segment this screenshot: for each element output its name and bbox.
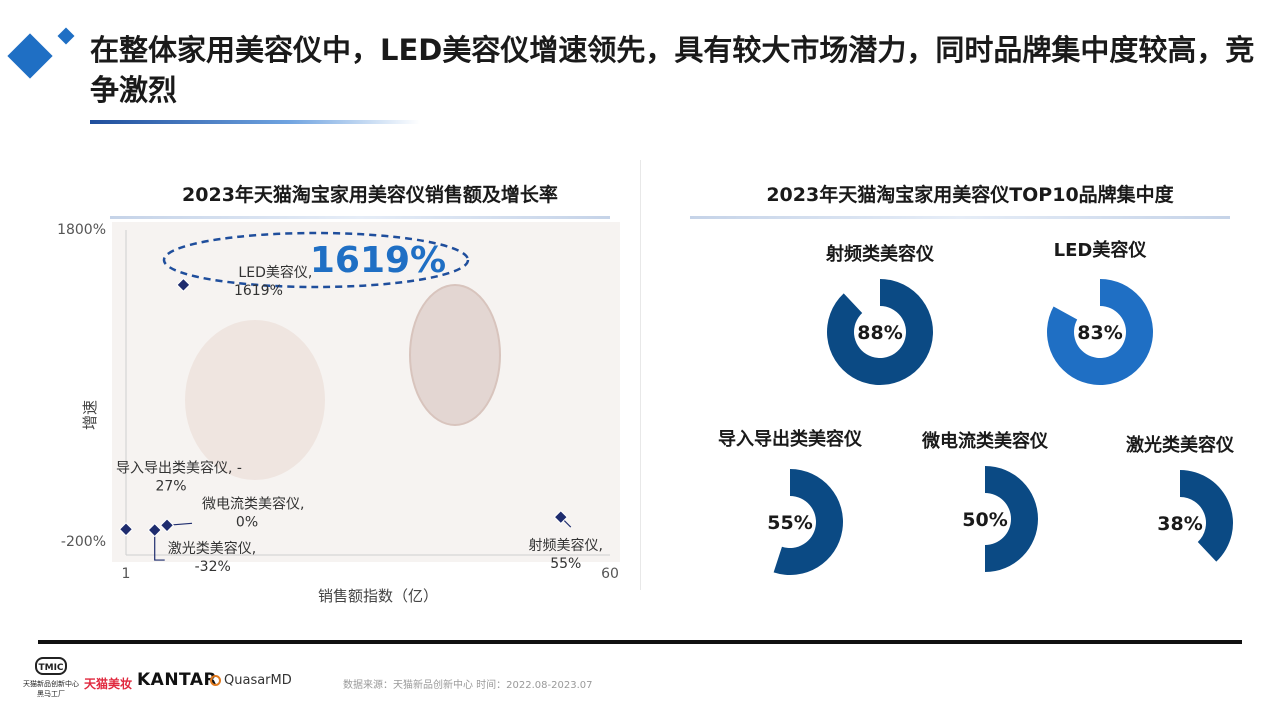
donut-4-ring: 50% [961, 466, 1038, 572]
page-title: 在整体家用美容仪中，LED美容仪增速领先，具有较大市场潜力，同时品牌集中度较高，… [90, 33, 1255, 107]
donut-3-arc [773, 469, 843, 575]
x-tick-right: 60 [601, 566, 619, 582]
title-underline [90, 120, 420, 124]
x-tick-left: 1 [122, 566, 131, 582]
donut-3-label: 导入导出类美容仪 [718, 429, 862, 450]
donut-4-value: 50% [962, 509, 1007, 531]
scatter-point-1-value-label: 1619% [234, 283, 283, 299]
scatter-points-group: LED美容仪, 1619% 导入导出类美容仪, - 27% 微电流类美容仪, 0% 激光类美… [116, 264, 603, 575]
source-note: 数据来源：天猫新品创新中心 时间：2022.08-2023.07 [343, 680, 593, 691]
donut-5-ring: 38% [1156, 470, 1233, 562]
scatter-heading-underline [110, 216, 610, 219]
scatter-point-4-value-label: -32% [195, 559, 231, 575]
donut-heading-underline [690, 216, 1230, 219]
scatter-chart-heading: 2023年天猫淘宝家用美容仪销售额及增长率 [182, 184, 558, 206]
donut-1-ring: 88% [827, 279, 933, 385]
quasar-logo-text: QuasarMD [224, 673, 292, 688]
scatter-point-2-value-label: 27% [155, 478, 186, 494]
tmic-logo: TMIC 天猫新品创新中心 黑马工厂 [23, 657, 79, 698]
scatter-point-1-label: LED美容仪, [238, 264, 312, 281]
scatter-point-4-leader-line [154, 530, 165, 561]
donut-4-label: 微电流类美容仪 [922, 431, 1048, 452]
scatter-point-3-label: 微电流类美容仪, [202, 495, 304, 512]
donut-5-label: 激光类美容仪 [1126, 435, 1234, 456]
scatter-point-3-marker [159, 518, 175, 533]
person-illustration [185, 320, 325, 480]
scatter-point-5-marker [553, 510, 568, 525]
svg-text:TMIC: TMIC [38, 663, 63, 673]
footer-divider [38, 640, 1242, 644]
donut-3-value: 55% [767, 512, 812, 534]
tmall-beauty-logo: 天猫美妆 [84, 677, 133, 691]
donut-1-value: 88% [857, 322, 902, 344]
kantar-logo: KANTAR [137, 670, 218, 690]
x-axis-label: 销售额指数（亿） [318, 587, 438, 605]
y-axis-label: 增速 [81, 400, 99, 430]
scatter-point-2-marker [118, 522, 134, 537]
donut-4-arc [985, 466, 1038, 572]
donut-5-arc [1180, 470, 1233, 562]
donut-3-ring: 55% [766, 469, 843, 575]
y-tick-bottom: -200% [61, 534, 106, 550]
scatter-point-3-value-label: 0% [236, 514, 258, 530]
donut-1-arc [827, 279, 933, 385]
scatter-point-2-label: 导入导出类美容仪, - [116, 459, 242, 476]
quasar-dot-icon [210, 675, 221, 686]
donut-1-label: 射频类美容仪 [826, 244, 934, 265]
svg-text:黑马工厂: 黑马工厂 [37, 690, 65, 698]
diamond-logo-icon [7, 27, 75, 79]
scatter-point-5-value-label: 55% [550, 556, 581, 572]
donut-2-label: LED美容仪 [1053, 240, 1147, 261]
donut-2-value: 83% [1077, 322, 1122, 344]
highlight-ellipse [162, 231, 470, 289]
quasar-logo: QuasarMD [210, 673, 292, 688]
donut-5-value: 38% [1157, 513, 1202, 535]
scatter-point-1-marker [176, 277, 191, 292]
device-mask-illustration [409, 284, 501, 426]
svg-text:天猫新品创新中心: 天猫新品创新中心 [23, 679, 79, 688]
scatter-point-4-label: 激光类美容仪, [168, 540, 256, 557]
y-tick-top: 1800% [57, 222, 106, 238]
scatter-point-5-label: 射频美容仪, [529, 537, 603, 554]
donut-2-arc [1047, 279, 1153, 385]
scatter-chart: 1800% -200% 1 60 销售额指数（亿） 增速 1619% LED美容… [57, 222, 620, 605]
panel-divider [640, 160, 641, 590]
donut-panel-heading: 2023年天猫淘宝家用美容仪TOP10品牌集中度 [766, 184, 1174, 206]
scatter-point-4-marker [147, 522, 162, 538]
highlight-value: 1619% [310, 240, 446, 281]
donut-2-ring: 83% [1047, 279, 1153, 385]
